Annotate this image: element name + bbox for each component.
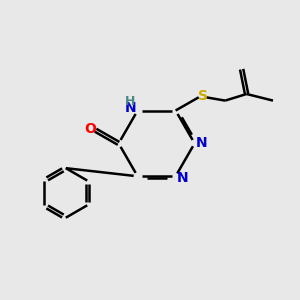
Text: N: N bbox=[177, 171, 189, 185]
Text: N: N bbox=[124, 101, 136, 115]
Text: N: N bbox=[196, 136, 208, 150]
Text: S: S bbox=[198, 88, 208, 103]
Text: O: O bbox=[85, 122, 97, 136]
Text: H: H bbox=[125, 95, 136, 108]
